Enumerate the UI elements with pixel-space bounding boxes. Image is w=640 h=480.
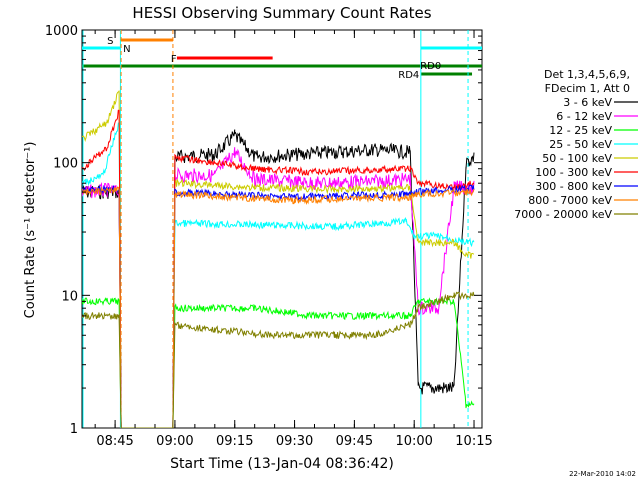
flag-label-rd0: RD0 bbox=[420, 61, 441, 72]
legend-entry-label: 7000 - 20000 keV bbox=[514, 208, 612, 221]
series-line-3 bbox=[82, 296, 475, 428]
y-axis-label: Count Rate (s⁻¹ detector⁻¹) bbox=[23, 142, 38, 319]
legend: Det 1,3,4,5,6,9,FDecim 1, Att 03 - 6 keV… bbox=[514, 68, 638, 221]
series-line-1 bbox=[82, 129, 475, 428]
flag-label-f: F bbox=[171, 54, 177, 65]
legend-entry-label: 300 - 800 keV bbox=[535, 180, 612, 193]
x-tick-label: 09:15 bbox=[216, 434, 253, 449]
y-axis: 1 10 100 1000 bbox=[45, 24, 482, 437]
legend-entry-label: 25 - 50 keV bbox=[549, 138, 612, 151]
x-tick-label: 08:45 bbox=[96, 434, 133, 449]
flag-label-rd4: RD4 bbox=[398, 70, 419, 81]
series-line-2 bbox=[82, 147, 475, 428]
plot-frame bbox=[81, 29, 483, 429]
series-layer bbox=[82, 90, 475, 428]
y-tick-label: 1000 bbox=[45, 24, 78, 39]
x-tick-label: 10:00 bbox=[395, 434, 432, 449]
x-tick-label: 09:00 bbox=[156, 434, 193, 449]
legend-entry-label: 12 - 25 keV bbox=[549, 124, 612, 137]
x-tick-label: 09:45 bbox=[336, 434, 373, 449]
legend-header: FDecim 1, Att 0 bbox=[545, 82, 630, 95]
legend-entry-label: 6 - 12 keV bbox=[556, 110, 612, 123]
x-axis-label: Start Time (13-Jan-04 08:36:42) bbox=[170, 456, 394, 472]
flag-label-n: N bbox=[123, 44, 130, 55]
legend-entry-label: 800 - 7000 keV bbox=[528, 194, 612, 207]
y-tick-label: 10 bbox=[61, 289, 78, 304]
y-tick-label: 1 bbox=[70, 422, 78, 437]
legend-entry-label: 100 - 300 keV bbox=[535, 166, 612, 179]
plot-timestamp: 22-Mar-2010 14:02 bbox=[569, 470, 636, 478]
x-tick-label: 10:15 bbox=[455, 434, 492, 449]
x-tick-label: 09:30 bbox=[276, 434, 313, 449]
flag-label-s: S bbox=[107, 36, 113, 47]
legend-entry-label: 3 - 6 keV bbox=[563, 96, 612, 109]
series-line-5 bbox=[82, 90, 475, 428]
x-axis: 08:45 09:00 09:15 09:30 09:45 10:00 10:15 bbox=[94, 30, 493, 449]
legend-entry-label: 50 - 100 keV bbox=[542, 152, 612, 165]
series-line-4 bbox=[82, 122, 475, 428]
legend-header: Det 1,3,4,5,6,9, bbox=[544, 68, 630, 81]
y-tick-label: 100 bbox=[53, 157, 78, 172]
series-line-6 bbox=[82, 109, 475, 428]
series-line-8 bbox=[82, 186, 475, 428]
chart-title: HESSI Observing Summary Count Rates bbox=[132, 4, 431, 22]
series-line-9 bbox=[82, 291, 475, 428]
